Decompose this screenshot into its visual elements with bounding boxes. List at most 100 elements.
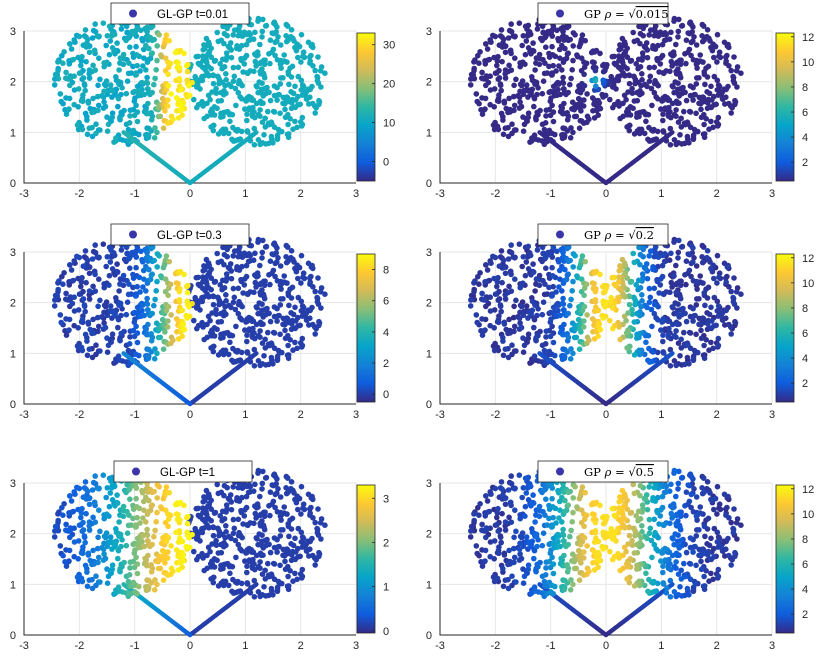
data-point <box>246 93 252 100</box>
y-tick-label: 3 <box>426 247 432 259</box>
data-point <box>671 332 678 339</box>
data-point <box>232 127 239 133</box>
data-point <box>639 292 645 298</box>
data-point <box>165 82 172 89</box>
data-point <box>204 565 210 572</box>
data-point <box>669 63 675 69</box>
data-point <box>93 121 99 127</box>
data-point <box>145 100 151 107</box>
data-point <box>310 284 316 290</box>
data-point <box>265 89 272 95</box>
data-point <box>228 275 235 282</box>
data-point <box>71 37 77 43</box>
data-point <box>512 34 518 40</box>
data-point <box>316 553 322 560</box>
data-point <box>471 65 478 72</box>
data-point <box>307 86 314 93</box>
data-point <box>213 85 219 92</box>
data-point <box>244 111 250 117</box>
data-point <box>263 22 270 29</box>
data-point <box>316 322 322 329</box>
legend-label: GP ρ = √0.2 <box>584 228 654 242</box>
data-point <box>545 28 551 35</box>
data-point <box>197 61 203 67</box>
data-point <box>549 72 555 78</box>
data-point <box>230 299 237 306</box>
data-point <box>214 29 220 36</box>
data-point <box>715 303 722 309</box>
data-point <box>168 91 174 97</box>
data-point <box>233 102 239 109</box>
data-point <box>154 350 160 357</box>
data-point <box>280 75 286 81</box>
data-point <box>164 324 171 330</box>
data-point <box>174 329 180 335</box>
data-point <box>244 350 251 356</box>
y-tick-label: 1 <box>10 348 16 360</box>
data-point <box>126 341 133 347</box>
data-point <box>250 556 256 563</box>
data-point <box>154 278 160 285</box>
data-point <box>518 324 525 331</box>
data-point <box>494 283 500 290</box>
data-point <box>502 49 509 56</box>
data-point <box>307 279 314 286</box>
data-point <box>272 22 279 28</box>
data-point <box>690 97 696 103</box>
data-point <box>512 55 518 61</box>
data-point <box>285 69 292 75</box>
data-point <box>549 264 555 271</box>
scatter-points <box>51 236 328 407</box>
data-point <box>714 77 721 84</box>
data-point <box>230 138 237 144</box>
data-point <box>219 286 225 293</box>
data-point <box>719 96 726 102</box>
x-tick-label: -2 <box>490 409 500 421</box>
data-point <box>642 111 649 118</box>
data-point <box>299 82 306 88</box>
data-point <box>239 254 246 260</box>
data-point <box>516 241 523 247</box>
data-point <box>675 86 681 93</box>
data-point <box>252 250 258 257</box>
data-point <box>257 262 263 269</box>
data-point <box>600 315 606 321</box>
data-point <box>204 512 210 518</box>
data-point <box>68 46 75 52</box>
data-point <box>109 110 116 116</box>
data-point <box>67 41 73 47</box>
data-point <box>97 297 103 304</box>
data-point <box>721 39 728 46</box>
data-point <box>584 312 590 318</box>
data-point <box>500 131 507 138</box>
legend: GL-GP t=0.3 <box>110 223 250 246</box>
data-point <box>573 334 580 341</box>
data-point <box>80 263 87 270</box>
data-point <box>723 54 729 60</box>
data-point <box>134 62 140 69</box>
legend-box <box>110 223 250 246</box>
data-point <box>204 60 210 66</box>
data-point <box>153 288 159 294</box>
data-point <box>673 113 679 119</box>
data-point <box>173 95 180 101</box>
data-point <box>107 303 114 309</box>
data-point <box>276 349 283 356</box>
data-point <box>646 32 652 38</box>
data-point <box>266 342 273 349</box>
data-point <box>715 342 722 349</box>
data-point <box>274 318 280 324</box>
data-point <box>109 266 116 272</box>
data-point <box>74 122 81 128</box>
data-point <box>709 46 716 53</box>
data-point <box>660 117 666 124</box>
data-point <box>221 261 227 268</box>
data-point <box>528 51 534 57</box>
data-point <box>646 64 653 71</box>
data-point <box>51 82 58 88</box>
data-point <box>676 100 682 106</box>
data-point <box>230 285 237 292</box>
data-point <box>505 330 511 337</box>
data-point <box>700 244 707 250</box>
